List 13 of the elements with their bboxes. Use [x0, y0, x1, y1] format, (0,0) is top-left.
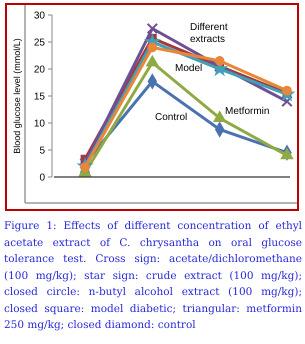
- series-label: Model: [175, 63, 202, 74]
- caption: Figure 1: Effects of different concentration of ethyl acetate extract of C. chrysantha on oral glucose tolerance test. Cross sign: acetate/dichloromethane (100 mg/kg); star sign: crude extract (100 mg/kg); closed circle: n-butyl alcohol extract (100 mg/kg); closed square: model diabetic; triangular: metformin 250 mg/kg; closed diamond: control: [4, 219, 302, 333]
- annotation: Different extracts: [190, 22, 228, 45]
- series-label: Control: [155, 112, 188, 123]
- y-tick-label: 10: [34, 118, 46, 130]
- series-label: Metformin: [225, 106, 270, 117]
- y-tick-label: 25: [34, 38, 46, 48]
- y-tick-label: 20: [34, 64, 46, 76]
- y-tick-label: 30: [34, 10, 46, 22]
- y-axis-title: Blood glucose level (mmol/L): [12, 38, 22, 154]
- y-tick-label: 15: [34, 92, 46, 102]
- y-tick-label: 5: [39, 146, 46, 156]
- y-tick-label: 0: [39, 172, 46, 184]
